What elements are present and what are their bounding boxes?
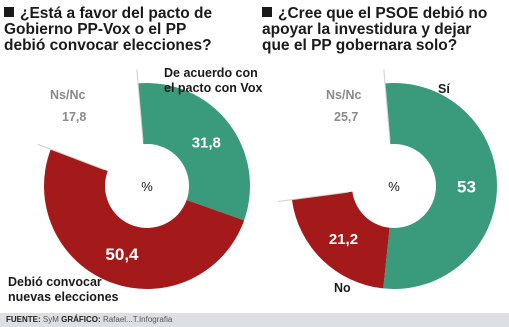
- chart-2-nsnc-separator-2: [383, 69, 391, 141]
- chart-1-nsnc-separator-2: [136, 69, 144, 141]
- chart-1-title-text: ¿Está a favor del pacto de Gobierno PP-V…: [4, 6, 213, 54]
- chart-2-center-label: %: [388, 179, 400, 194]
- graphic-value: Rafael...T.Infografia: [102, 315, 173, 324]
- chart-1-label-acuerdo: De acuerdo con el pacto con Vox: [164, 66, 263, 95]
- chart-1-slice-1: [138, 83, 250, 221]
- chart-1-nsnc-separator-1: [37, 143, 105, 171]
- chart-2-nsnc-separator-1: [277, 191, 349, 202]
- chart-2-slice-2-value: 21,2: [329, 231, 358, 248]
- chart-1-value-nsnc: 17,8: [62, 110, 87, 124]
- chart-1-label-nsnc: Ns/Nc: [50, 88, 86, 102]
- chart-2-slice-1-value: 53: [457, 178, 476, 197]
- chart-2-title: ¿Cree que el PSOE debió no apoyar la inv…: [262, 6, 509, 54]
- chart-2-label-nsnc: Ns/Nc: [326, 88, 362, 102]
- bullet-square-icon: [4, 7, 14, 17]
- chart-2-slice-1: [383, 82, 498, 289]
- chart-2-label-si: Sí: [438, 82, 450, 96]
- bullet-square-icon: [262, 7, 272, 17]
- chart-2-slice-2: [291, 191, 390, 289]
- chart-1-slice-2: [43, 149, 245, 290]
- source-footer: FUENTE: SyM GRÁFICO: Rafael...T.Infograf…: [0, 313, 509, 327]
- chart-1-slice-1-value: 31,8: [192, 135, 221, 152]
- chart-1-title: ¿Está a favor del pacto de Gobierno PP-V…: [4, 6, 254, 54]
- chart-2-label-no: No: [334, 281, 351, 295]
- chart-2-value-nsnc: 25,7: [334, 110, 359, 124]
- chart-1-center-label: %: [141, 179, 153, 194]
- chart-2-title-text: ¿Cree que el PSOE debió no apoyar la inv…: [262, 6, 488, 54]
- chart-1-label-elecciones: Debió convocar nuevas elecciones: [8, 275, 119, 304]
- source-label: FUENTE:: [6, 315, 41, 324]
- source-value: SyM: [42, 315, 59, 324]
- chart-1-slice-2-value: 50,4: [105, 245, 139, 264]
- graphic-label: GRÁFICO:: [61, 315, 101, 324]
